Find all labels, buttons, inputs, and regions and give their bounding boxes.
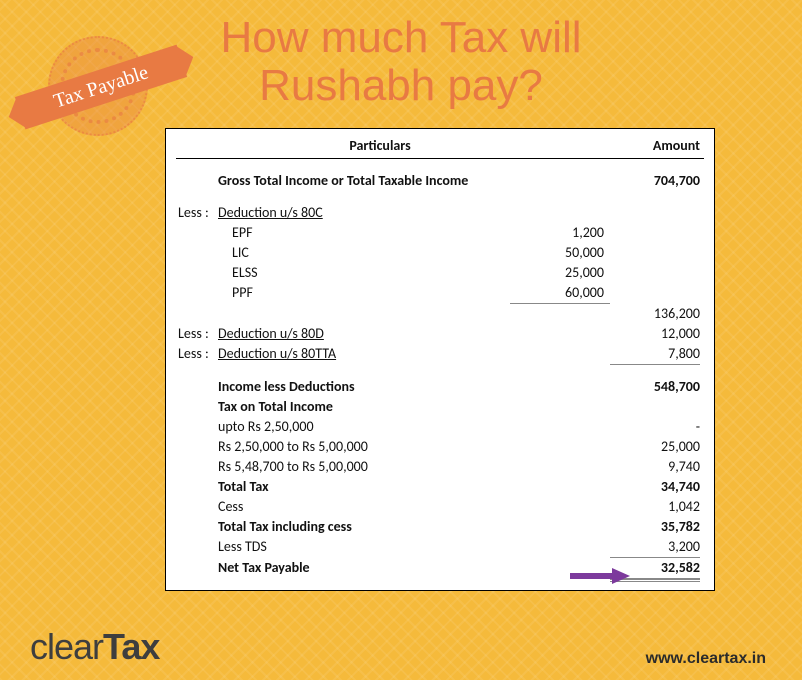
row-elss: ELSS 25,000 xyxy=(176,263,704,283)
row-slab2: Rs 2,50,000 to Rs 5,00,000 25,000 xyxy=(176,437,704,457)
less-label-3: Less : xyxy=(176,344,218,364)
logo-part1: clear xyxy=(30,626,103,667)
row-income-less: Income less Deductions 548,700 xyxy=(176,377,704,397)
d80tta-title: Deduction u/s 80TTA xyxy=(218,344,514,364)
income-less-value: 548,700 xyxy=(614,377,704,397)
ppf-label: PPF xyxy=(176,283,514,303)
less-tds-label: Less TDS xyxy=(176,537,514,557)
cess-label: Cess xyxy=(176,497,514,517)
less-tds-value: 3,200 xyxy=(614,537,704,557)
row-slab1: upto Rs 2,50,000 - xyxy=(176,417,704,437)
table-header: Particulars Amount xyxy=(176,135,704,159)
d80tta-value: 7,800 xyxy=(614,344,704,364)
tax-on-label: Tax on Total Income xyxy=(176,397,514,417)
footer: clearTax www.cleartax.in xyxy=(0,626,802,668)
col-amount: Amount xyxy=(584,137,704,154)
cleartax-logo: clearTax xyxy=(30,626,159,668)
site-url: www.cleartax.in xyxy=(646,650,766,668)
total-tax-label: Total Tax xyxy=(176,477,514,497)
row-lic: LIC 50,000 xyxy=(176,243,704,263)
slab1-label: upto Rs 2,50,000 xyxy=(176,417,514,437)
cess-value: 1,042 xyxy=(614,497,704,517)
less-label-1: Less : xyxy=(176,203,218,223)
slab2-label: Rs 2,50,000 to Rs 5,00,000 xyxy=(176,437,514,457)
arrow-icon xyxy=(570,568,630,584)
total-cess-label: Total Tax including cess xyxy=(176,517,514,537)
row-gross: Gross Total Income or Total Taxable Inco… xyxy=(176,171,704,191)
less-label-2: Less : xyxy=(176,324,218,344)
elss-value: 25,000 xyxy=(514,263,614,283)
net-label: Net Tax Payable xyxy=(176,558,514,578)
d80c-total: 136,200 xyxy=(614,304,704,324)
slab3-label: Rs 5,48,700 to Rs 5,00,000 xyxy=(176,457,514,477)
row-total-cess: Total Tax including cess 35,782 xyxy=(176,517,704,537)
logo-part2: Tax xyxy=(103,626,159,667)
slab1-value: - xyxy=(614,417,704,437)
col-particulars: Particulars xyxy=(176,137,584,154)
epf-label: EPF xyxy=(176,223,514,243)
slab2-value: 25,000 xyxy=(614,437,704,457)
row-80c: Less : Deduction u/s 80C xyxy=(176,203,704,223)
tax-payable-badge: Tax Payable xyxy=(26,28,166,168)
row-80tta: Less : Deduction u/s 80TTA 7,800 xyxy=(176,344,704,364)
row-epf: EPF 1,200 xyxy=(176,223,704,243)
row-80c-total: 136,200 xyxy=(176,304,704,324)
row-cess: Cess 1,042 xyxy=(176,497,704,517)
row-80d: Less : Deduction u/s 80D 12,000 xyxy=(176,324,704,344)
ppf-value: 60,000 xyxy=(514,283,614,303)
slab3-value: 9,740 xyxy=(614,457,704,477)
gross-value: 704,700 xyxy=(614,171,704,191)
row-tax-on: Tax on Total Income xyxy=(176,397,704,417)
lic-value: 50,000 xyxy=(514,243,614,263)
income-less-label: Income less Deductions xyxy=(176,377,514,397)
d80c-title: Deduction u/s 80C xyxy=(218,203,514,223)
row-ppf: PPF 60,000 xyxy=(176,283,704,303)
elss-label: ELSS xyxy=(176,263,514,283)
gross-label: Gross Total Income or Total Taxable Inco… xyxy=(218,171,514,191)
d80d-title: Deduction u/s 80D xyxy=(218,324,514,344)
lic-label: LIC xyxy=(176,243,514,263)
total-tax-value: 34,740 xyxy=(614,477,704,497)
row-slab3: Rs 5,48,700 to Rs 5,00,000 9,740 xyxy=(176,457,704,477)
d80d-value: 12,000 xyxy=(614,324,704,344)
tax-computation-table: Particulars Amount Gross Total Income or… xyxy=(165,128,715,591)
row-total-tax: Total Tax 34,740 xyxy=(176,477,704,497)
total-cess-value: 35,782 xyxy=(614,517,704,537)
epf-value: 1,200 xyxy=(514,223,614,243)
row-less-tds: Less TDS 3,200 xyxy=(176,537,704,557)
